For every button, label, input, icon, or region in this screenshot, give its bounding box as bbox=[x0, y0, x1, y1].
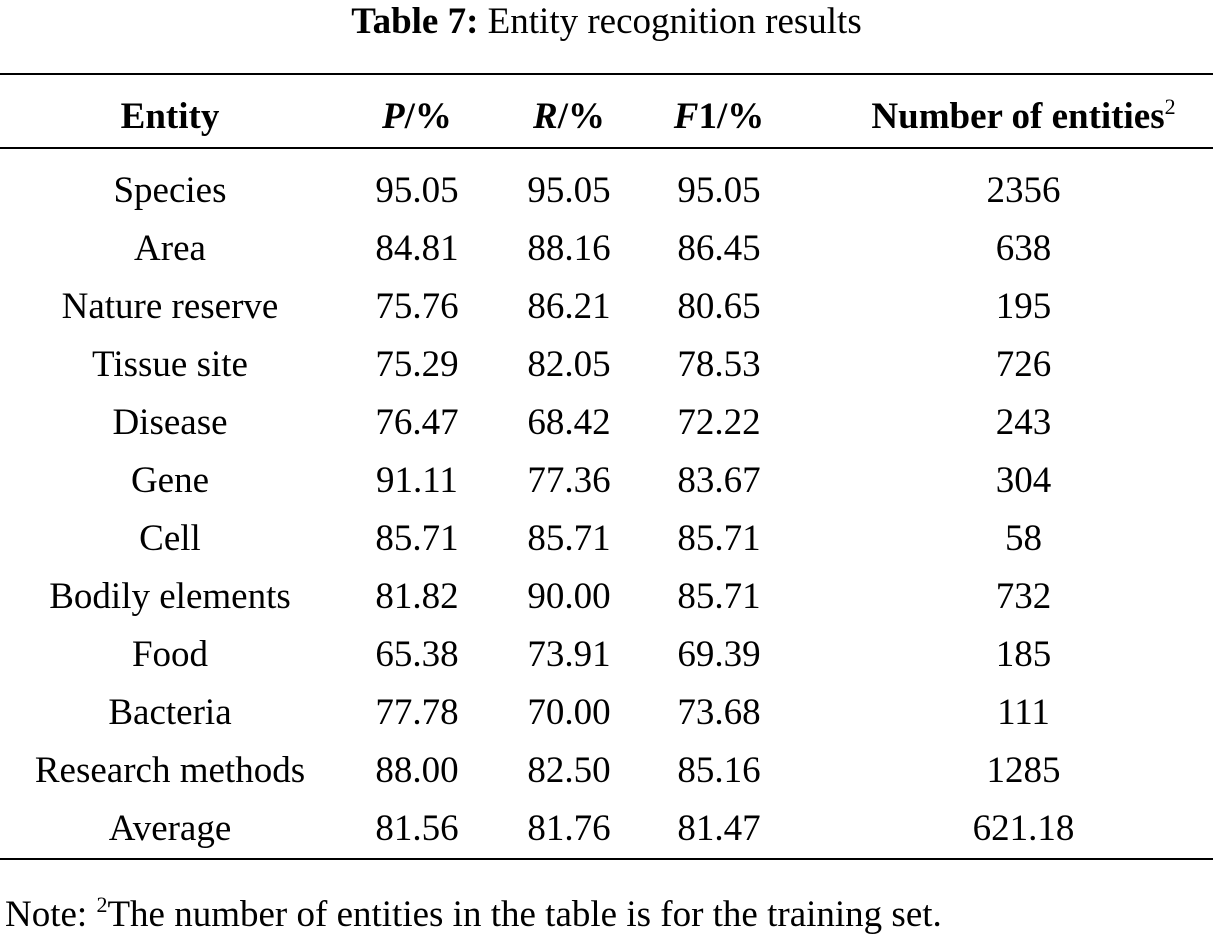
cell-recall: 77.36 bbox=[527, 460, 611, 501]
cell-entity: Cell bbox=[139, 518, 201, 559]
cell-number-of-entities: 638 bbox=[995, 228, 1052, 269]
column-header-f1: F1/% bbox=[673, 96, 765, 137]
cell-entity: Area bbox=[134, 228, 206, 269]
table-row: Bacteria 77.78 70.00 73.68 111 bbox=[0, 684, 1213, 742]
table-row: Gene 91.11 77.36 83.67 304 bbox=[0, 452, 1213, 510]
cell-recall: 73.91 bbox=[527, 634, 611, 675]
cell-recall: 85.71 bbox=[527, 518, 611, 559]
table-caption: Table 7: Entity recognition results bbox=[0, 2, 1213, 42]
cell-entity: Average bbox=[108, 808, 232, 849]
table-row: Food 65.38 73.91 69.39 185 bbox=[0, 626, 1213, 684]
cell-f1: 73.68 bbox=[677, 692, 761, 733]
column-header-precision: P/% bbox=[382, 96, 452, 137]
table-header-rule bbox=[0, 147, 1213, 149]
table-bottom-rule bbox=[0, 858, 1213, 860]
cell-number-of-entities: 732 bbox=[995, 576, 1052, 617]
cell-f1: 86.45 bbox=[677, 228, 761, 269]
cell-precision: 81.56 bbox=[375, 808, 459, 849]
cell-entity: Disease bbox=[112, 402, 228, 443]
cell-recall: 95.05 bbox=[527, 170, 611, 211]
cell-number-of-entities: 304 bbox=[995, 460, 1052, 501]
table-body: Species 95.05 95.05 95.05 2356 Area 84.81 88.16… bbox=[0, 162, 1213, 858]
cell-precision: 88.00 bbox=[375, 750, 459, 791]
cell-recall: 82.05 bbox=[527, 344, 611, 385]
cell-recall: 81.76 bbox=[527, 808, 611, 849]
table-row: Cell 85.71 85.71 85.71 58 bbox=[0, 510, 1213, 568]
cell-entity: Species bbox=[113, 170, 227, 211]
cell-precision: 65.38 bbox=[375, 634, 459, 675]
cell-number-of-entities: 621.18 bbox=[972, 808, 1075, 849]
cell-number-of-entities: 195 bbox=[995, 286, 1052, 327]
table-row: Species 95.05 95.05 95.05 2356 bbox=[0, 162, 1213, 220]
table-row: Average 81.56 81.76 81.47 621.18 bbox=[0, 800, 1213, 858]
cell-number-of-entities: 185 bbox=[995, 634, 1052, 675]
cell-f1: 69.39 bbox=[677, 634, 761, 675]
cell-f1: 95.05 bbox=[677, 170, 761, 211]
table-header-row: Entity P/% R/% F1/% Number of entities2 bbox=[0, 86, 1213, 148]
cell-f1: 72.22 bbox=[677, 402, 761, 443]
cell-f1: 78.53 bbox=[677, 344, 761, 385]
table-row: Research methods 88.00 82.50 85.16 1285 bbox=[0, 742, 1213, 800]
cell-entity: Nature reserve bbox=[61, 286, 279, 327]
cell-entity: Food bbox=[131, 634, 209, 675]
note-text: The number of entities in the table is f… bbox=[107, 894, 942, 935]
table-caption-title: Entity recognition results bbox=[487, 1, 862, 42]
table-row: Area 84.81 88.16 86.45 638 bbox=[0, 220, 1213, 278]
cell-recall: 70.00 bbox=[527, 692, 611, 733]
cell-precision: 75.29 bbox=[375, 344, 459, 385]
cell-number-of-entities: 111 bbox=[997, 692, 1050, 733]
column-header-number-of-entities: Number of entities2 bbox=[871, 94, 1176, 138]
cell-precision: 75.76 bbox=[375, 286, 459, 327]
cell-entity: Research methods bbox=[34, 750, 306, 791]
cell-precision: 77.78 bbox=[375, 692, 459, 733]
table-row: Disease 76.47 68.42 72.22 243 bbox=[0, 394, 1213, 452]
cell-f1: 80.65 bbox=[677, 286, 761, 327]
cell-number-of-entities: 243 bbox=[995, 402, 1052, 443]
table-row: Tissue site 75.29 82.05 78.53 726 bbox=[0, 336, 1213, 394]
cell-entity: Bodily elements bbox=[49, 576, 291, 617]
cell-f1: 85.71 bbox=[677, 576, 761, 617]
entity-recognition-table: Entity P/% R/% F1/% Number of entities2 … bbox=[0, 86, 1213, 858]
cell-precision: 85.71 bbox=[375, 518, 459, 559]
column-header-entity: Entity bbox=[120, 96, 220, 137]
cell-recall: 88.16 bbox=[527, 228, 611, 269]
cell-precision: 81.82 bbox=[375, 576, 459, 617]
cell-entity: Tissue site bbox=[92, 344, 248, 385]
cell-f1: 85.16 bbox=[677, 750, 761, 791]
cell-precision: 91.11 bbox=[376, 460, 458, 501]
cell-number-of-entities: 1285 bbox=[986, 750, 1061, 791]
note-footnote-marker: 2 bbox=[96, 892, 108, 917]
cell-number-of-entities: 726 bbox=[995, 344, 1052, 385]
table-top-rule bbox=[0, 73, 1213, 75]
table-row: Bodily elements 81.82 90.00 85.71 732 bbox=[0, 568, 1213, 626]
footnote-marker: 2 bbox=[1164, 94, 1176, 119]
cell-entity: Bacteria bbox=[108, 692, 232, 733]
cell-recall: 82.50 bbox=[527, 750, 611, 791]
cell-recall: 90.00 bbox=[527, 576, 611, 617]
table-caption-label: Table 7: bbox=[351, 1, 479, 42]
cell-recall: 68.42 bbox=[527, 402, 611, 443]
cell-f1: 81.47 bbox=[677, 808, 761, 849]
cell-number-of-entities: 2356 bbox=[986, 170, 1061, 211]
cell-entity: Gene bbox=[130, 460, 210, 501]
cell-precision: 76.47 bbox=[375, 402, 459, 443]
table-row: Nature reserve 75.76 86.21 80.65 195 bbox=[0, 278, 1213, 336]
cell-precision: 95.05 bbox=[375, 170, 459, 211]
cell-recall: 86.21 bbox=[527, 286, 611, 327]
column-header-recall: R/% bbox=[533, 96, 605, 137]
table-note: Note: 2The number of entities in the tab… bbox=[5, 893, 942, 937]
cell-f1: 83.67 bbox=[677, 460, 761, 501]
note-prefix: Note: bbox=[5, 894, 97, 935]
cell-precision: 84.81 bbox=[375, 228, 459, 269]
cell-number-of-entities: 58 bbox=[1005, 518, 1042, 559]
cell-f1: 85.71 bbox=[677, 518, 761, 559]
